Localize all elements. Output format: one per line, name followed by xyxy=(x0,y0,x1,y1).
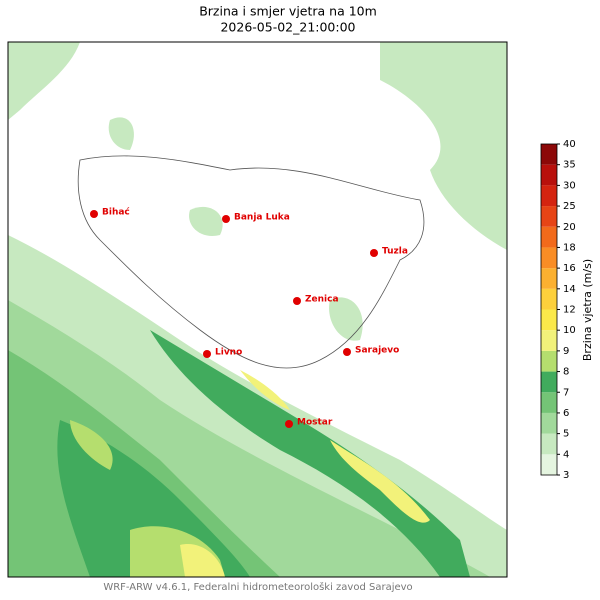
colorbar: 3 4 5 6 7 8 9 10 12 14 16 18 20 25 30 35 40 xyxy=(540,139,576,481)
colorbar-tick-label: 16 xyxy=(563,263,576,274)
city-label: Livno xyxy=(215,348,242,358)
footer: WRF-ARW v4.6.1, Federalni hidrometeorolo… xyxy=(103,581,412,593)
colorbar-segment xyxy=(541,288,557,310)
colorbar-segment xyxy=(541,392,557,413)
colorbar-tick-label: 18 xyxy=(563,242,576,253)
city-marker xyxy=(90,210,98,218)
wind-field xyxy=(8,42,507,577)
colorbar-tick-label: 30 xyxy=(563,180,576,191)
colorbar-tick-label: 8 xyxy=(563,367,569,378)
city-label: Bihać xyxy=(102,207,130,218)
colorbar-tick-label: 6 xyxy=(563,408,569,419)
colorbar-segment xyxy=(541,454,557,475)
colorbar-label: Brzina vjetra (m/s) xyxy=(581,259,594,361)
colorbar-segment xyxy=(541,330,557,351)
colorbar-tick-label: 3 xyxy=(563,470,569,481)
city-label: Tuzla xyxy=(382,247,408,257)
colorbar-tick-label: 9 xyxy=(563,346,569,357)
colorbar-segment xyxy=(541,371,557,393)
colorbar-tick-label: 10 xyxy=(563,325,576,336)
map-frame xyxy=(7,41,508,578)
colorbar-segment xyxy=(541,144,557,165)
colorbar-tick-label: 25 xyxy=(563,201,576,212)
colorbar-segment xyxy=(541,164,557,186)
city-marker xyxy=(293,297,301,305)
city-marker xyxy=(370,249,378,257)
colorbar-segment xyxy=(541,206,557,227)
colorbar-segment xyxy=(541,433,557,455)
map-subtitle: 2026-05-02_21:00:00 xyxy=(220,20,355,35)
city-label: Mostar xyxy=(297,418,333,428)
colorbar-tick-label: 7 xyxy=(563,387,569,398)
colorbar-segment xyxy=(541,247,557,269)
colorbar-tick-label: 4 xyxy=(563,449,569,460)
colorbar-tick-label: 40 xyxy=(563,139,576,150)
colorbar-segment xyxy=(541,185,557,207)
colorbar-tick-label: 20 xyxy=(563,222,576,233)
city-marker xyxy=(203,350,211,358)
colorbar-segment xyxy=(541,268,557,289)
colorbar-tick-label: 5 xyxy=(563,429,569,440)
colorbar-tick-label: 12 xyxy=(563,305,576,316)
cities: Bihać Banja Luka Tuzla Zenica Livno Sarajevo M… xyxy=(90,207,408,428)
colorbar-segment xyxy=(541,350,557,372)
colorbar-tick-label: 14 xyxy=(563,284,576,295)
city-label: Zenica xyxy=(305,295,339,305)
city-marker xyxy=(285,420,293,428)
city-marker xyxy=(222,215,230,223)
colorbar-segment xyxy=(541,309,557,331)
city-label: Banja Luka xyxy=(234,213,290,223)
city-marker xyxy=(343,348,351,356)
map: Bihać Banja Luka Tuzla Zenica Livno Sarajevo M… xyxy=(7,41,508,578)
colorbar-tick-label: 35 xyxy=(563,160,576,171)
colorbar-segment xyxy=(541,226,557,248)
colorbar-segment xyxy=(541,412,557,434)
map-title: Brzina i smjer vjetra na 10m xyxy=(199,4,377,19)
city-label: Sarajevo xyxy=(355,346,399,356)
